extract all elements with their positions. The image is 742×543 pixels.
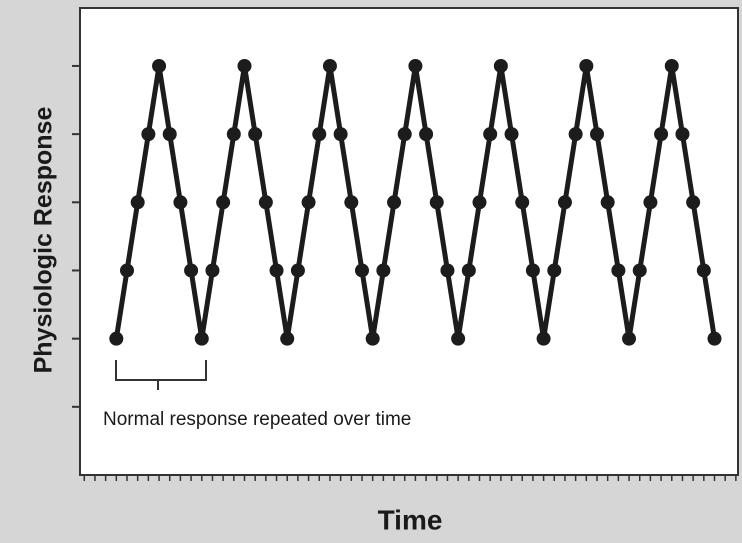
data-point	[120, 263, 134, 278]
data-point	[152, 58, 167, 73]
data-point	[600, 195, 615, 210]
data-point	[525, 263, 540, 278]
data-point	[194, 331, 209, 346]
data-point	[355, 263, 369, 278]
data-point	[643, 195, 658, 210]
data-point	[397, 127, 412, 142]
data-point	[248, 127, 263, 142]
x-axis-label: Time	[378, 504, 443, 535]
bracket	[115, 360, 207, 390]
data-point	[376, 263, 391, 278]
data-point	[547, 263, 562, 278]
data-point	[515, 195, 530, 210]
data-point	[258, 195, 273, 210]
data-point	[675, 127, 690, 142]
data-point	[280, 331, 295, 346]
data-point	[162, 127, 177, 142]
data-point	[557, 195, 572, 210]
data-point	[461, 263, 476, 278]
data-point	[686, 195, 701, 210]
annotation: Normal response repeated over time	[103, 409, 411, 430]
data-point	[429, 195, 444, 210]
data-point	[632, 263, 647, 278]
data-point	[269, 263, 284, 278]
data-point	[365, 331, 380, 346]
data-point	[333, 127, 348, 142]
data-point	[707, 331, 722, 346]
data-point	[301, 195, 316, 210]
data-point	[408, 58, 423, 73]
data-point	[536, 331, 551, 346]
data-point	[419, 127, 434, 142]
data-point	[130, 195, 145, 210]
plot-area	[79, 7, 739, 476]
data-point	[493, 58, 508, 73]
data-point	[611, 263, 626, 278]
y-axis-label: Physiologic Response	[30, 107, 58, 374]
data-point	[483, 127, 498, 142]
data-point	[579, 58, 594, 73]
data-point	[237, 58, 252, 73]
data-point	[472, 195, 487, 210]
data-point	[216, 195, 231, 210]
data-point	[696, 263, 711, 278]
data-point	[568, 127, 583, 142]
data-point	[344, 195, 359, 210]
data-point	[664, 58, 679, 73]
data-point	[590, 127, 604, 142]
data-point	[173, 195, 188, 210]
data-point	[622, 331, 637, 346]
data-point	[387, 195, 402, 210]
data-point	[654, 127, 669, 142]
data-point	[109, 331, 124, 346]
data-point	[322, 58, 337, 73]
data-point	[290, 263, 305, 278]
data-point	[451, 331, 466, 346]
data-point	[312, 127, 327, 142]
data-point	[440, 263, 455, 278]
data-point	[504, 127, 519, 142]
data-point	[184, 263, 199, 278]
data-point	[205, 263, 220, 278]
data-point	[141, 127, 156, 142]
data-point	[226, 127, 241, 142]
